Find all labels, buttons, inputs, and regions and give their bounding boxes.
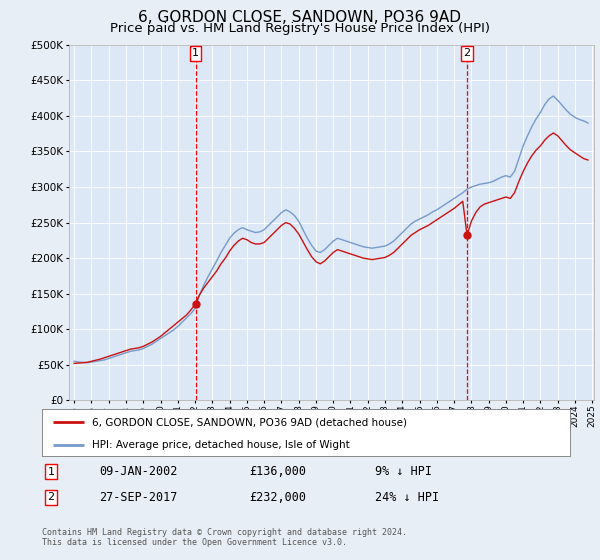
Text: £232,000: £232,000 — [249, 491, 306, 504]
Text: 6, GORDON CLOSE, SANDOWN, PO36 9AD (detached house): 6, GORDON CLOSE, SANDOWN, PO36 9AD (deta… — [92, 417, 407, 427]
Text: Price paid vs. HM Land Registry's House Price Index (HPI): Price paid vs. HM Land Registry's House … — [110, 22, 490, 35]
Text: Contains HM Land Registry data © Crown copyright and database right 2024.
This d: Contains HM Land Registry data © Crown c… — [42, 528, 407, 547]
Text: 2: 2 — [47, 492, 55, 502]
Text: 09-JAN-2002: 09-JAN-2002 — [99, 465, 178, 478]
Text: 27-SEP-2017: 27-SEP-2017 — [99, 491, 178, 504]
Text: 1: 1 — [47, 466, 55, 477]
Text: 9% ↓ HPI: 9% ↓ HPI — [375, 465, 432, 478]
Text: 2: 2 — [464, 48, 470, 58]
Text: £136,000: £136,000 — [249, 465, 306, 478]
Text: HPI: Average price, detached house, Isle of Wight: HPI: Average price, detached house, Isle… — [92, 440, 350, 450]
Text: 1: 1 — [192, 48, 199, 58]
Text: 6, GORDON CLOSE, SANDOWN, PO36 9AD: 6, GORDON CLOSE, SANDOWN, PO36 9AD — [139, 10, 461, 25]
Text: 24% ↓ HPI: 24% ↓ HPI — [375, 491, 439, 504]
